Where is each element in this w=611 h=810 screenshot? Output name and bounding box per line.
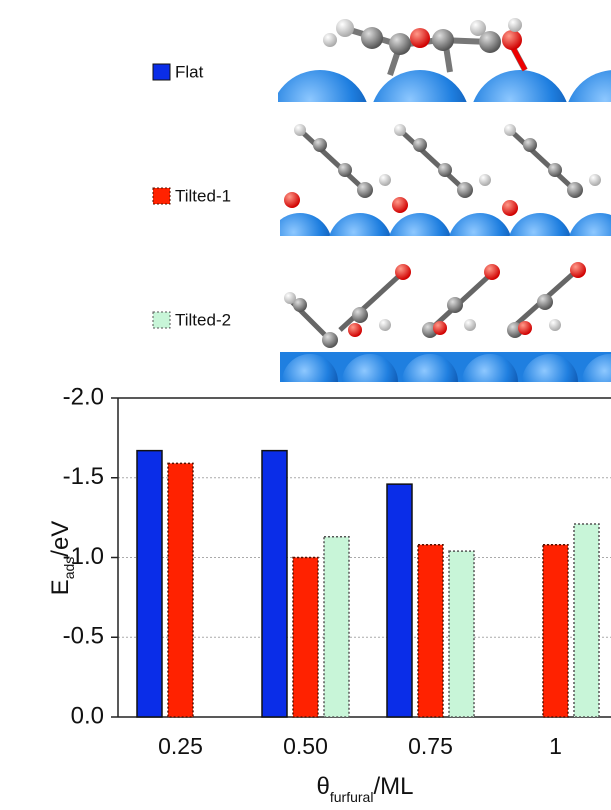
x-label-unit: /ML <box>373 773 413 800</box>
legend-label: Flat <box>175 62 204 81</box>
x-tick-label: 1 <box>549 733 562 759</box>
y-label-symbol: E <box>47 579 74 595</box>
y-tick-label: -1.0 <box>63 543 104 570</box>
bar <box>324 537 349 717</box>
figure: Eads/eV θfurfural/ML 0.0-0.5-1.0-1.5-2.0… <box>0 0 611 810</box>
legend-swatch <box>153 64 170 80</box>
x-tick-label: 0.50 <box>283 733 328 759</box>
legend-swatch <box>153 312 170 328</box>
bar <box>449 551 474 717</box>
bar <box>387 484 412 717</box>
x-tick-label: 0.75 <box>408 733 453 759</box>
y-tick-label: 0.0 <box>71 702 104 729</box>
legend-label: Tilted-2 <box>175 310 231 329</box>
structure-image-tilted-1 <box>268 124 611 277</box>
bar <box>168 463 193 717</box>
bar <box>262 451 287 717</box>
y-tick-label: -2.0 <box>63 383 104 410</box>
structure-image-tilted-2 <box>280 262 611 410</box>
y-tick-label: -0.5 <box>63 623 104 650</box>
legend-swatch <box>153 188 170 204</box>
x-tick-label: 0.25 <box>158 733 203 759</box>
bar <box>543 545 568 717</box>
bar <box>574 524 599 717</box>
bar <box>418 545 443 717</box>
x-label-symbol: θ <box>317 773 330 800</box>
bar <box>137 451 162 717</box>
bar <box>293 558 318 718</box>
y-tick-label: -1.5 <box>63 463 104 490</box>
x-label-subscript: furfural <box>330 789 374 805</box>
legend-label: Tilted-1 <box>175 186 231 205</box>
x-axis-label: θfurfural/ML <box>317 773 414 804</box>
